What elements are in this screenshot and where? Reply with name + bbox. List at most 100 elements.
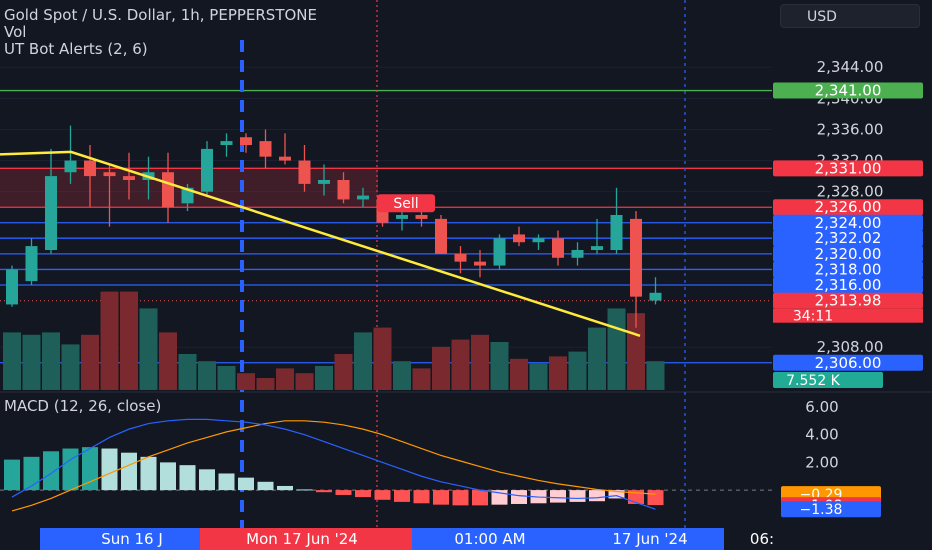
volume-label: 7.552 K <box>786 373 841 389</box>
indicator-vol[interactable]: Vol <box>4 23 27 41</box>
candle <box>279 133 291 165</box>
price-tick-label: 2,344.00 <box>817 58 884 76</box>
candle-body <box>103 172 116 177</box>
trendline <box>0 150 641 337</box>
macd-histogram-bar <box>355 490 371 498</box>
candle <box>337 172 350 204</box>
price-tick-label: 2,328.00 <box>817 183 884 201</box>
price-label-box <box>773 82 923 99</box>
price-label: 2,316.00 <box>815 276 882 294</box>
volume-bar <box>198 361 216 390</box>
candle-body <box>123 176 135 180</box>
macd-histogram-bar <box>140 456 157 491</box>
volume-bar <box>607 308 626 390</box>
volume-bar <box>139 308 158 390</box>
volume-bar <box>412 368 431 390</box>
volume-bar <box>120 291 138 390</box>
candle <box>649 277 662 305</box>
candle-body <box>318 180 330 184</box>
candle-body <box>493 238 506 266</box>
volume-bar <box>451 339 470 390</box>
volume-bar <box>490 342 509 390</box>
volume-bar <box>568 351 587 390</box>
volume-bar <box>276 368 294 390</box>
time-axis: Sun 16 J Mon 17 Jun '24 01:00 AM 17 Jun '24… <box>0 528 932 550</box>
volume-bar <box>315 366 333 390</box>
volume-bar <box>471 334 489 390</box>
candle <box>298 145 311 192</box>
volume-bar <box>237 373 255 390</box>
macd-histogram-bar <box>23 456 40 491</box>
candle-body <box>415 215 428 219</box>
macd-histogram-bar <box>296 489 313 491</box>
volume-bars <box>3 291 665 390</box>
volume-bar <box>510 358 528 390</box>
chart-title: Gold Spot / U.S. Dollar, 1h, PEPPERSTONE <box>4 6 318 24</box>
time-axis-label: 17 Jun '24 <box>612 530 687 548</box>
price-tick-label: 2,308.00 <box>817 338 884 356</box>
currency-selector[interactable]: USD <box>780 4 920 28</box>
time-axis-label: 01:00 AM <box>454 530 525 548</box>
macd-histogram-bar <box>335 490 352 495</box>
candle-body <box>357 195 369 200</box>
macd-histogram-bar <box>4 459 20 491</box>
price-label: 2,331.00 <box>815 159 882 177</box>
candle <box>513 226 525 247</box>
candle <box>103 164 116 227</box>
candle <box>493 234 506 270</box>
time-axis-segment <box>40 528 200 550</box>
volume-bar <box>100 291 119 390</box>
candle-body <box>162 172 174 208</box>
price-label-box <box>773 261 923 278</box>
candle-body <box>64 160 77 173</box>
candle-body <box>6 269 18 305</box>
macd-title[interactable]: MACD (12, 26, close) <box>4 397 162 415</box>
time-axis-label: 06: <box>750 530 774 548</box>
price-label: 2,306.00 <box>815 354 882 372</box>
countdown-box <box>773 308 923 323</box>
macd-histogram-bar <box>238 477 254 491</box>
price-label: 2,326.00 <box>815 198 882 216</box>
macd-histogram-bar <box>101 448 118 491</box>
price-tick-label: 2,336.00 <box>817 120 884 138</box>
candle-body <box>610 215 623 250</box>
price-label: 2,322.02 <box>815 229 882 247</box>
volume-bar <box>256 378 275 390</box>
price-label-box <box>773 292 923 309</box>
time-axis-segment <box>200 528 412 550</box>
macd-histogram-bar <box>511 490 527 504</box>
macd-histogram-bar <box>43 451 59 491</box>
price-label: 2,318.00 <box>815 260 882 278</box>
volume-bar <box>334 354 353 390</box>
candle <box>45 148 57 254</box>
candle-body <box>649 292 662 301</box>
macd-histogram-bar <box>394 490 410 502</box>
candle-body <box>240 137 252 145</box>
trendline-path <box>0 150 641 337</box>
time-axis-segment <box>574 528 724 550</box>
volume-bar <box>159 332 177 390</box>
candle-body <box>396 215 408 219</box>
indicator-ut-bot[interactable]: UT Bot Alerts (2, 6) <box>4 40 148 58</box>
candle-body <box>298 160 311 184</box>
time-axis-label: Mon 17 Jun '24 <box>246 530 358 548</box>
candle-body <box>454 253 467 262</box>
candle <box>396 211 408 231</box>
volume-bar <box>432 346 450 390</box>
candle <box>630 211 642 328</box>
time-axis-label: Sun 16 J <box>101 530 163 548</box>
candle-body <box>435 218 447 254</box>
candle <box>318 164 330 196</box>
candle <box>454 246 467 274</box>
volume-bar <box>646 361 665 390</box>
candle <box>571 242 584 266</box>
candle <box>259 129 272 169</box>
macd-histogram-bar <box>413 490 430 504</box>
volume-bar <box>178 354 197 390</box>
macd-histogram-bar <box>316 490 332 493</box>
candle-body <box>220 141 233 145</box>
price-label: 2,324.00 <box>815 214 882 232</box>
candle-body <box>552 238 564 258</box>
volume-bar <box>81 334 99 390</box>
